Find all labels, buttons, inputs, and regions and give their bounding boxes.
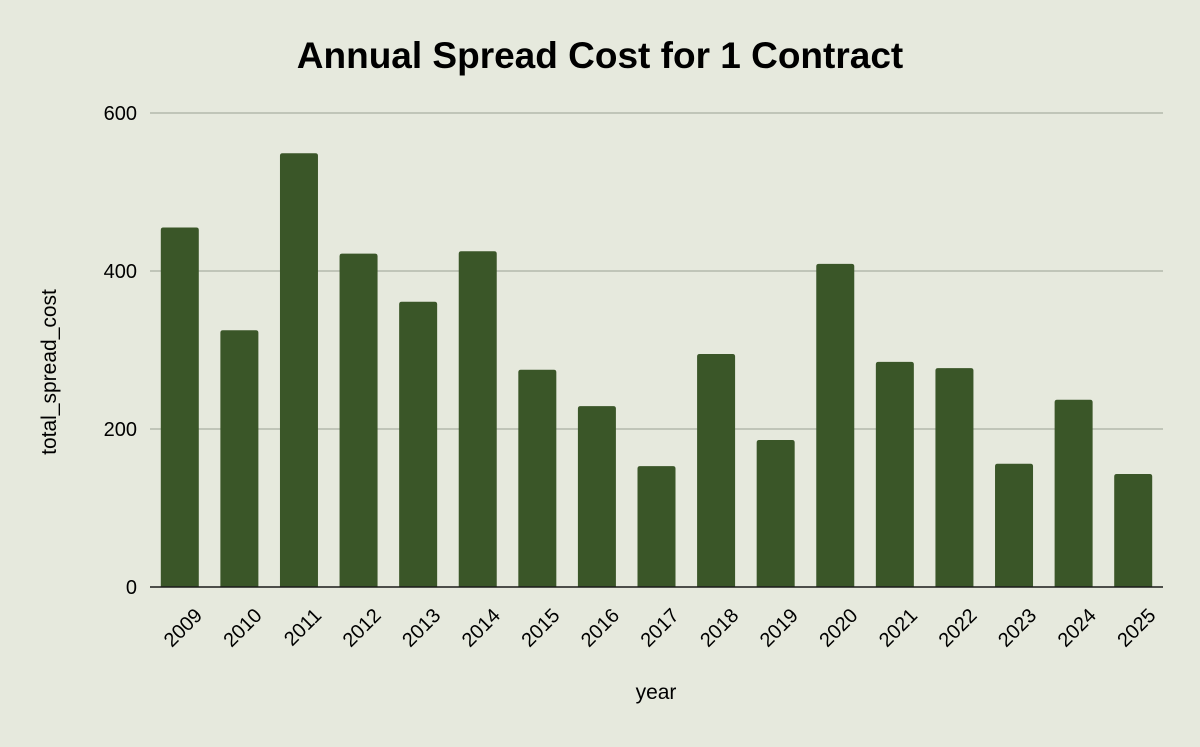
x-tick-label: 2020 xyxy=(815,605,862,652)
y-axis-ticks: 0 200 400 600 xyxy=(104,103,137,599)
y-axis-title: total_spread_cost xyxy=(38,289,61,455)
x-tick-label: 2010 xyxy=(220,605,267,652)
x-tick-label: 2025 xyxy=(1113,605,1160,652)
x-tick-label: 2019 xyxy=(756,605,803,652)
bar-2017 xyxy=(637,466,676,587)
bar-2023 xyxy=(995,463,1034,587)
x-tick-label: 2023 xyxy=(994,605,1041,652)
bar-2019 xyxy=(756,440,795,587)
x-tick-label: 2009 xyxy=(160,605,207,652)
bar-2016 xyxy=(577,406,616,587)
bar-2022 xyxy=(935,368,974,587)
x-tick-label: 2011 xyxy=(280,605,326,651)
x-axis-ticks: 2009 2010 2011 2012 2013 2014 2015 2016 2017 2018… xyxy=(160,605,1160,652)
bar-2024 xyxy=(1054,399,1093,587)
bar-2021 xyxy=(875,361,914,587)
bar-2012 xyxy=(339,253,378,587)
bar-2009 xyxy=(160,227,199,588)
bar-2014 xyxy=(458,251,497,587)
y-tick-label: 400 xyxy=(104,261,137,283)
x-tick-label: 2021 xyxy=(875,605,922,652)
bar-2010 xyxy=(220,330,259,587)
y-tick-label: 0 xyxy=(126,577,137,599)
y-tick-label: 200 xyxy=(104,419,137,441)
x-tick-label: 2012 xyxy=(339,605,386,652)
x-tick-label: 2015 xyxy=(517,605,564,652)
bar-2013 xyxy=(399,301,438,587)
x-tick-label: 2013 xyxy=(398,605,445,652)
x-tick-label: 2024 xyxy=(1054,605,1101,652)
x-axis-title: year xyxy=(636,681,677,704)
x-tick-label: 2018 xyxy=(696,605,743,652)
bars xyxy=(160,153,1153,588)
y-tick-label: 600 xyxy=(104,103,137,125)
x-tick-label: 2016 xyxy=(577,605,624,652)
x-tick-label: 2022 xyxy=(935,605,982,652)
bar-2020 xyxy=(816,263,855,587)
chart-title: Annual Spread Cost for 1 Contract xyxy=(297,35,903,76)
bar-2011 xyxy=(279,153,318,588)
gridlines xyxy=(150,112,1163,430)
bar-2018 xyxy=(697,353,736,587)
bar-2025 xyxy=(1114,474,1153,587)
x-tick-label: 2017 xyxy=(637,605,684,652)
bar-2015 xyxy=(518,369,557,587)
x-tick-label: 2014 xyxy=(458,605,505,652)
